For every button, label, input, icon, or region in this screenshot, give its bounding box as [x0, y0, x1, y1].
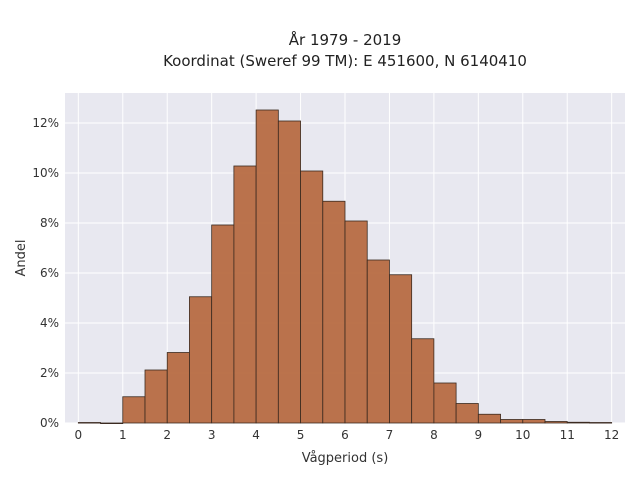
y-axis-label: Andel [14, 240, 29, 277]
y-tick-label: 0% [40, 416, 59, 430]
histogram-bar [166, 352, 190, 424]
chart-title-line2: Koordinat (Sweref 99 TM): E 451600, N 61… [163, 52, 527, 70]
chart-title-line1: År 1979 - 2019 [289, 30, 402, 49]
y-tick-label: 4% [40, 316, 59, 330]
histogram-bar [100, 422, 124, 425]
histogram-bar [433, 382, 457, 424]
y-tick-label: 12% [32, 116, 59, 130]
x-tick-labels: 0 1 2 3 4 5 6 7 8 9 10 11 12 [75, 428, 620, 442]
histogram-bar [322, 200, 346, 424]
histogram-bar [544, 421, 568, 424]
y-tick-label: 6% [40, 266, 59, 280]
x-tick-label: 5 [297, 428, 305, 442]
x-tick-label: 11 [560, 428, 575, 442]
x-tick-label: 9 [475, 428, 483, 442]
histogram-bar [411, 338, 435, 424]
x-tick-label: 2 [163, 428, 171, 442]
histogram-bar [522, 419, 546, 424]
histogram-bar [500, 419, 524, 424]
x-tick-label: 7 [386, 428, 394, 442]
bars [77, 109, 613, 425]
x-tick-label: 0 [75, 428, 83, 442]
histogram-bar [144, 369, 168, 424]
histogram-bar [233, 165, 257, 424]
histogram-bar [122, 396, 146, 424]
histogram-bar [211, 224, 235, 424]
y-tick-labels: 0% 2% 4% 6% 8% 10% 12% [32, 116, 59, 430]
x-tick-label: 3 [208, 428, 216, 442]
histogram-bar [255, 109, 279, 424]
histogram-bar [300, 170, 324, 424]
x-tick-label: 10 [515, 428, 530, 442]
histogram-bar [189, 296, 213, 424]
y-tick-label: 2% [40, 366, 59, 380]
x-tick-label: 12 [604, 428, 619, 442]
histogram-bar [77, 422, 101, 424]
histogram-bar [277, 120, 301, 424]
histogram-bar [389, 274, 413, 424]
x-tick-label: 1 [119, 428, 127, 442]
y-tick-label: 8% [40, 216, 59, 230]
y-tick-label: 10% [32, 166, 59, 180]
histogram-bar [566, 421, 590, 424]
x-tick-label: 6 [341, 428, 349, 442]
histogram-bar [477, 413, 501, 424]
x-tick-label: 8 [430, 428, 438, 442]
histogram-bar [589, 422, 613, 424]
histogram-bar [455, 403, 479, 424]
histogram-bar [366, 259, 390, 424]
histogram-bar [344, 220, 368, 424]
x-tick-label: 4 [252, 428, 260, 442]
x-axis-label: Vågperiod (s) [302, 451, 389, 466]
